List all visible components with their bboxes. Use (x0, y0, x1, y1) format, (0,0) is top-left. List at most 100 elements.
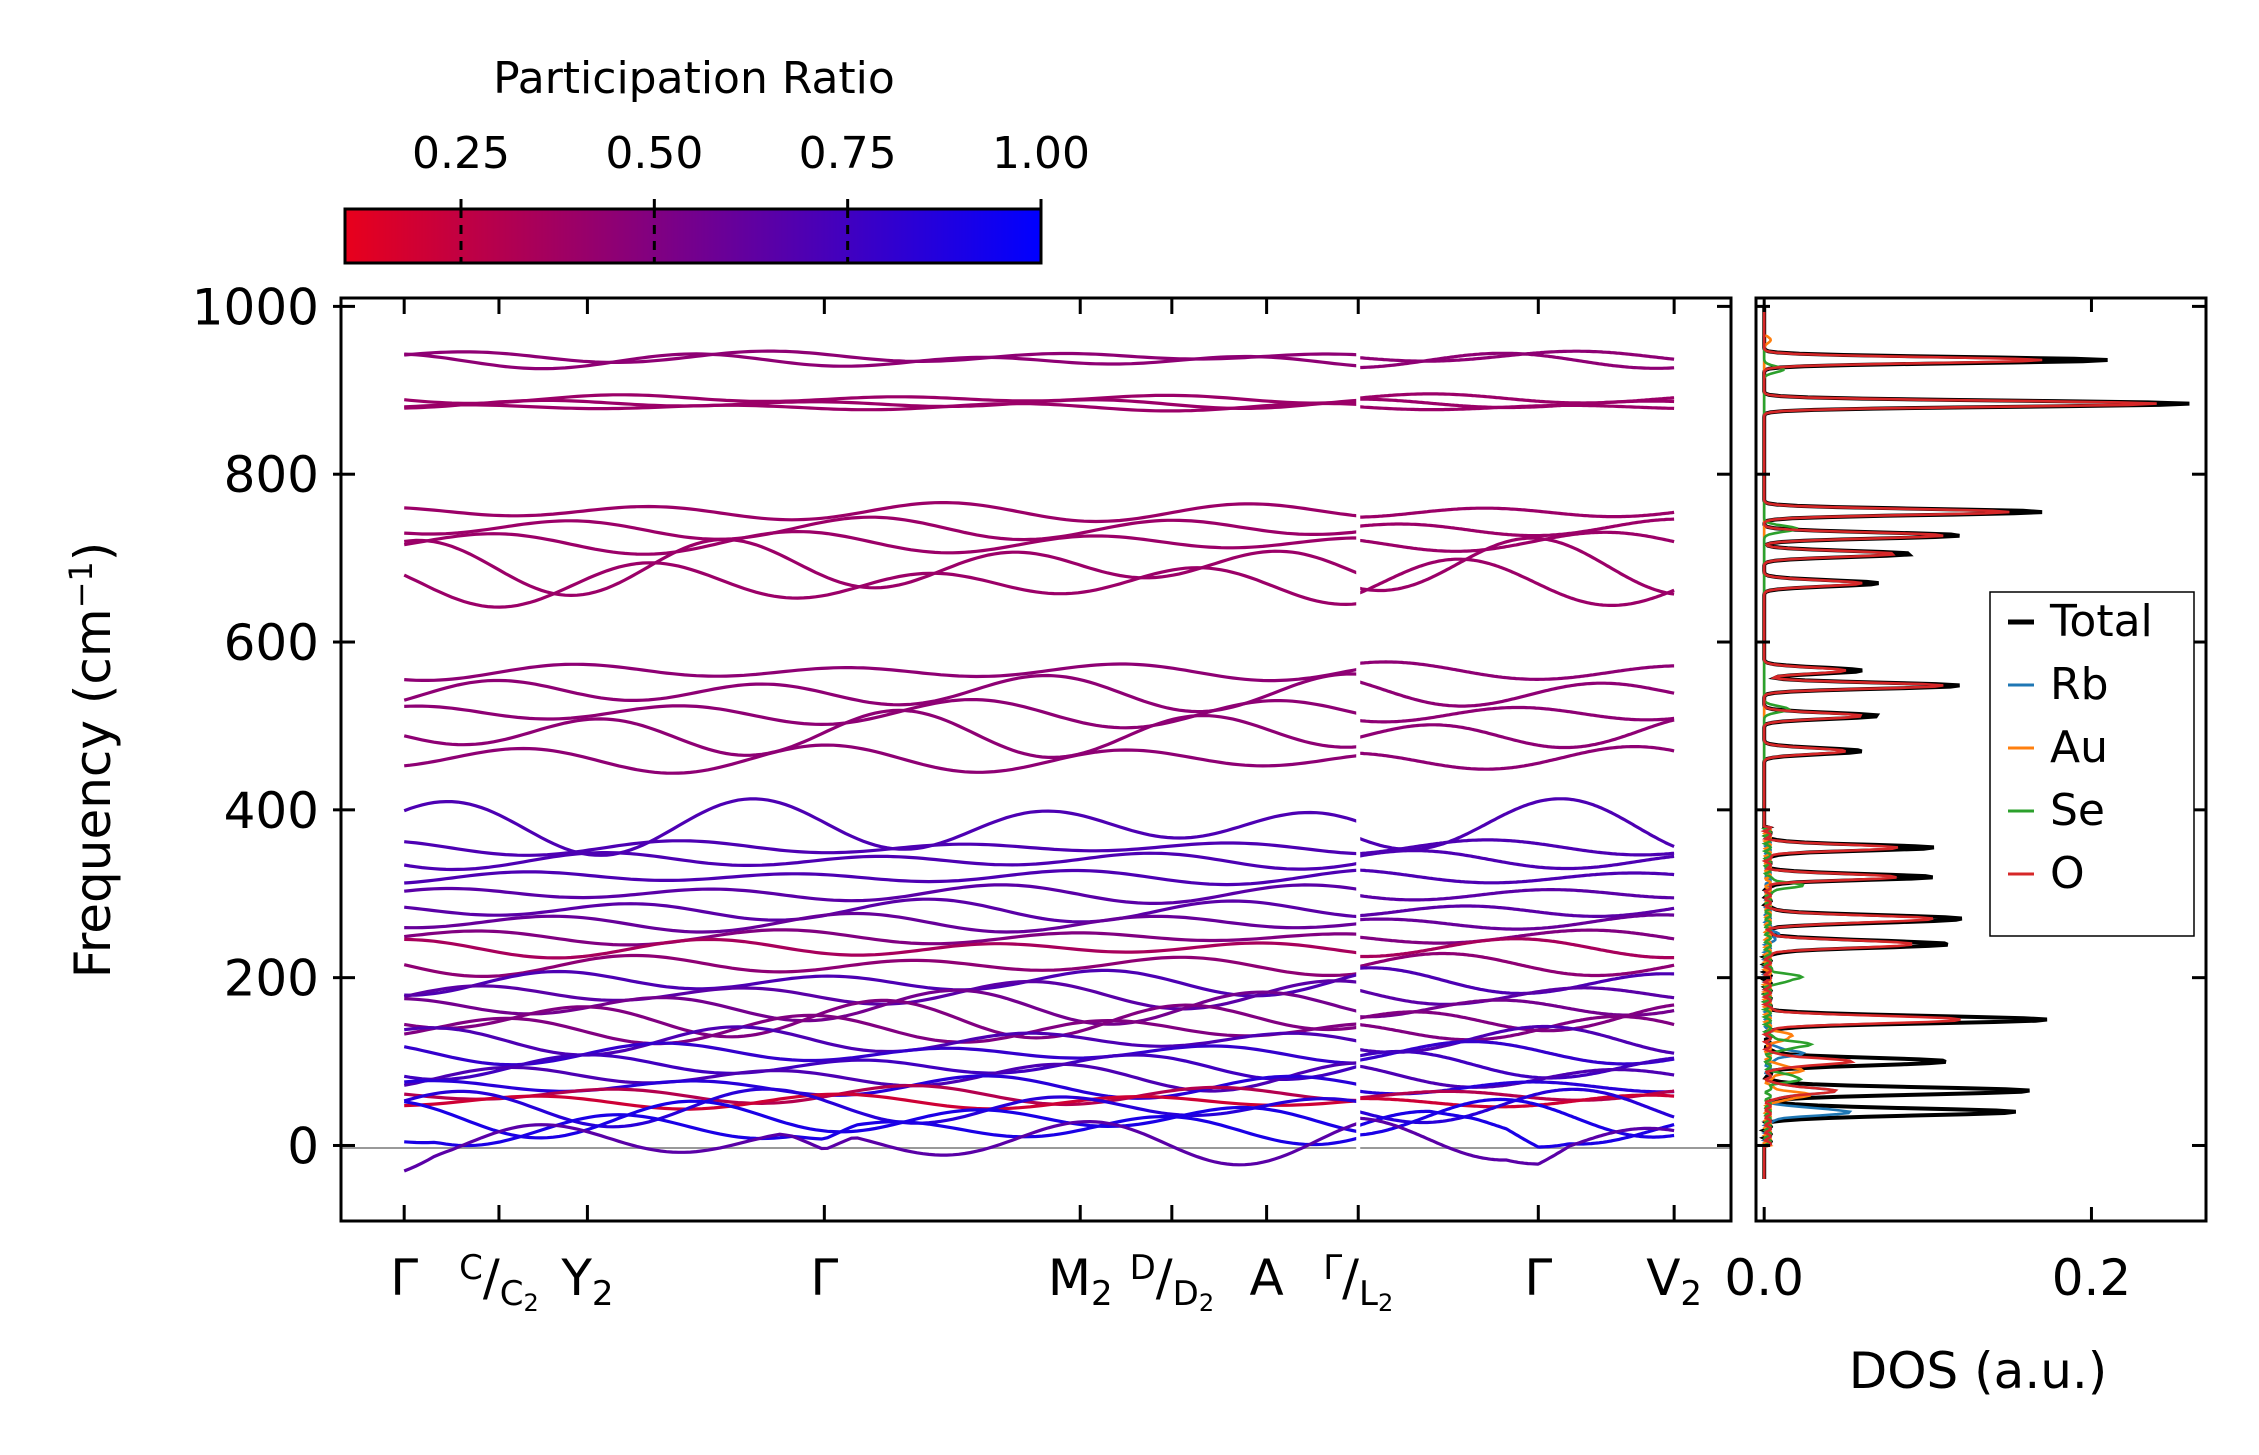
phonon-band (404, 515, 1359, 542)
phonon-band (1358, 868, 1675, 885)
phonon-band (403, 1099, 1359, 1140)
phonon-band (403, 672, 1359, 714)
x-tick-label-subscript: 2 (1091, 1274, 1113, 1314)
phonon-band (404, 662, 1359, 683)
phonon-band (404, 1092, 1359, 1111)
phonon-band (1358, 1116, 1675, 1166)
phonon-band (1358, 660, 1675, 681)
phonon-band (1357, 951, 1675, 978)
phonon-band (403, 851, 1359, 872)
x-tick-label: Γ/L2 (1323, 1248, 1393, 1317)
x-tick-label-sup: C (459, 1248, 483, 1288)
band-y-axis: 0 200 400 600 800 1000 (192, 278, 1731, 1175)
x-tick-label-sub: D (1173, 1274, 1199, 1314)
y-axis-label-text: Frequency (cm (64, 608, 122, 978)
phonon-band (403, 797, 1359, 857)
dos-panel: 0.0 0.2 DOS (a.u.) Total Rb Au Se O (1724, 296, 2208, 1400)
phonon-band (1358, 1097, 1675, 1139)
x-tick-label-slash: / (1156, 1249, 1173, 1307)
phonon-band (403, 1013, 1359, 1046)
x-tick-label-main: Γ (1524, 1249, 1552, 1307)
y-axis-label-unit-sup: −1 (62, 561, 100, 608)
phonon-band (404, 1113, 1359, 1148)
phonon-band (1357, 536, 1675, 596)
phonon-band (404, 401, 1359, 413)
phonon-band (403, 953, 1359, 978)
phonon-band (404, 868, 1359, 887)
phonon-band (1358, 1014, 1675, 1042)
phonon-band (404, 928, 1359, 947)
x-tick-label-main: M (1048, 1249, 1091, 1307)
dos-x-tick-label: 0.0 (1724, 1249, 1804, 1307)
x-tick-label-subscript: 2 (1378, 1289, 1393, 1317)
phonon-bands (403, 298, 1675, 1221)
phonon-band (1358, 913, 1675, 931)
y-axis-label-close: ) (64, 542, 122, 562)
phonon-band (1357, 986, 1675, 1006)
phonon-band (404, 1084, 1359, 1107)
phonon-band (1358, 745, 1675, 771)
colorbar-gradient (343, 207, 1043, 265)
y-tick-label: 200 (224, 950, 319, 1008)
x-tick-label-main: A (1250, 1249, 1284, 1307)
phonon-band (404, 911, 1359, 934)
phonon-band (1357, 718, 1675, 750)
phonon-band (1358, 838, 1675, 857)
dos-curve-o (1760, 306, 2157, 1179)
x-tick-label: Γ (390, 1249, 418, 1307)
x-tick-label-subscript: 2 (523, 1289, 538, 1317)
phonon-band (1358, 928, 1675, 945)
dos-curve-rb (1760, 306, 1853, 1179)
phonon-band (404, 897, 1359, 924)
colorbar-tick-label: 0.25 (412, 128, 510, 179)
colorbar-ticks: 0.25 0.50 0.75 1.00 (412, 128, 1090, 263)
colorbar-tick-label: 0.75 (799, 128, 897, 179)
phonon-band (404, 743, 1359, 775)
dos-x-tick-label: 0.2 (2052, 1249, 2132, 1307)
dos-plot-frame (1754, 296, 2208, 1223)
phonon-band (1358, 517, 1675, 538)
phonon-band (403, 708, 1359, 759)
phonon-band (403, 998, 1359, 1040)
band-x-axis: Γ C/C2 Y2 Γ M2D/D2 A Γ/L2 Γ V2 (390, 298, 1702, 1317)
x-tick-label-subscript: 2 (1199, 1289, 1214, 1317)
phonon-band (404, 988, 1359, 1026)
x-tick-label-main: Γ (390, 1249, 418, 1307)
phonon-band (404, 398, 1359, 410)
phonon-band (1357, 1040, 1675, 1066)
y-tick-label: 1000 (192, 278, 319, 336)
phonon-band (1358, 403, 1675, 412)
x-tick-label: Γ (810, 1249, 838, 1307)
phonon-band (404, 839, 1359, 857)
y-tick-label: 400 (224, 782, 319, 840)
legend-label: Se (2050, 785, 2105, 836)
phonon-band (404, 1025, 1359, 1057)
colorbar: Participation Ratio 0.25 0.50 0.75 1.00 (343, 53, 1090, 265)
dos-axes: 0.0 0.2 (1724, 298, 2206, 1307)
phonon-band (1358, 888, 1675, 902)
colorbar-tick-label: 0.50 (605, 128, 703, 179)
phonon-band (403, 1053, 1359, 1082)
colorbar-label: Participation Ratio (493, 53, 895, 104)
phonon-band (1357, 1064, 1675, 1089)
phonon-band (404, 937, 1359, 960)
phonon-band (1357, 530, 1675, 553)
x-tick-label-subscript: 2 (1680, 1274, 1702, 1314)
dos-curves (1758, 306, 2190, 1179)
x-tick-label-sup: D (1130, 1248, 1156, 1288)
x-tick-label: A (1250, 1249, 1284, 1307)
phonon-band (1357, 680, 1675, 708)
x-tick-label: M2 (1048, 1249, 1113, 1314)
x-tick-label-main: Γ (810, 1249, 838, 1307)
x-tick-label-main: V (1646, 1249, 1680, 1307)
x-tick-label: V2 (1646, 1249, 1702, 1314)
phonon-band (1357, 849, 1675, 871)
phonon-band (404, 393, 1359, 405)
phonon-band (403, 1119, 1359, 1173)
phonon-band (403, 979, 1359, 1011)
y-tick-label: 0 (287, 1117, 319, 1175)
legend-label: O (2050, 848, 2085, 899)
y-tick-label: 800 (224, 446, 319, 504)
x-tick-label: D/D2 (1130, 1248, 1215, 1317)
